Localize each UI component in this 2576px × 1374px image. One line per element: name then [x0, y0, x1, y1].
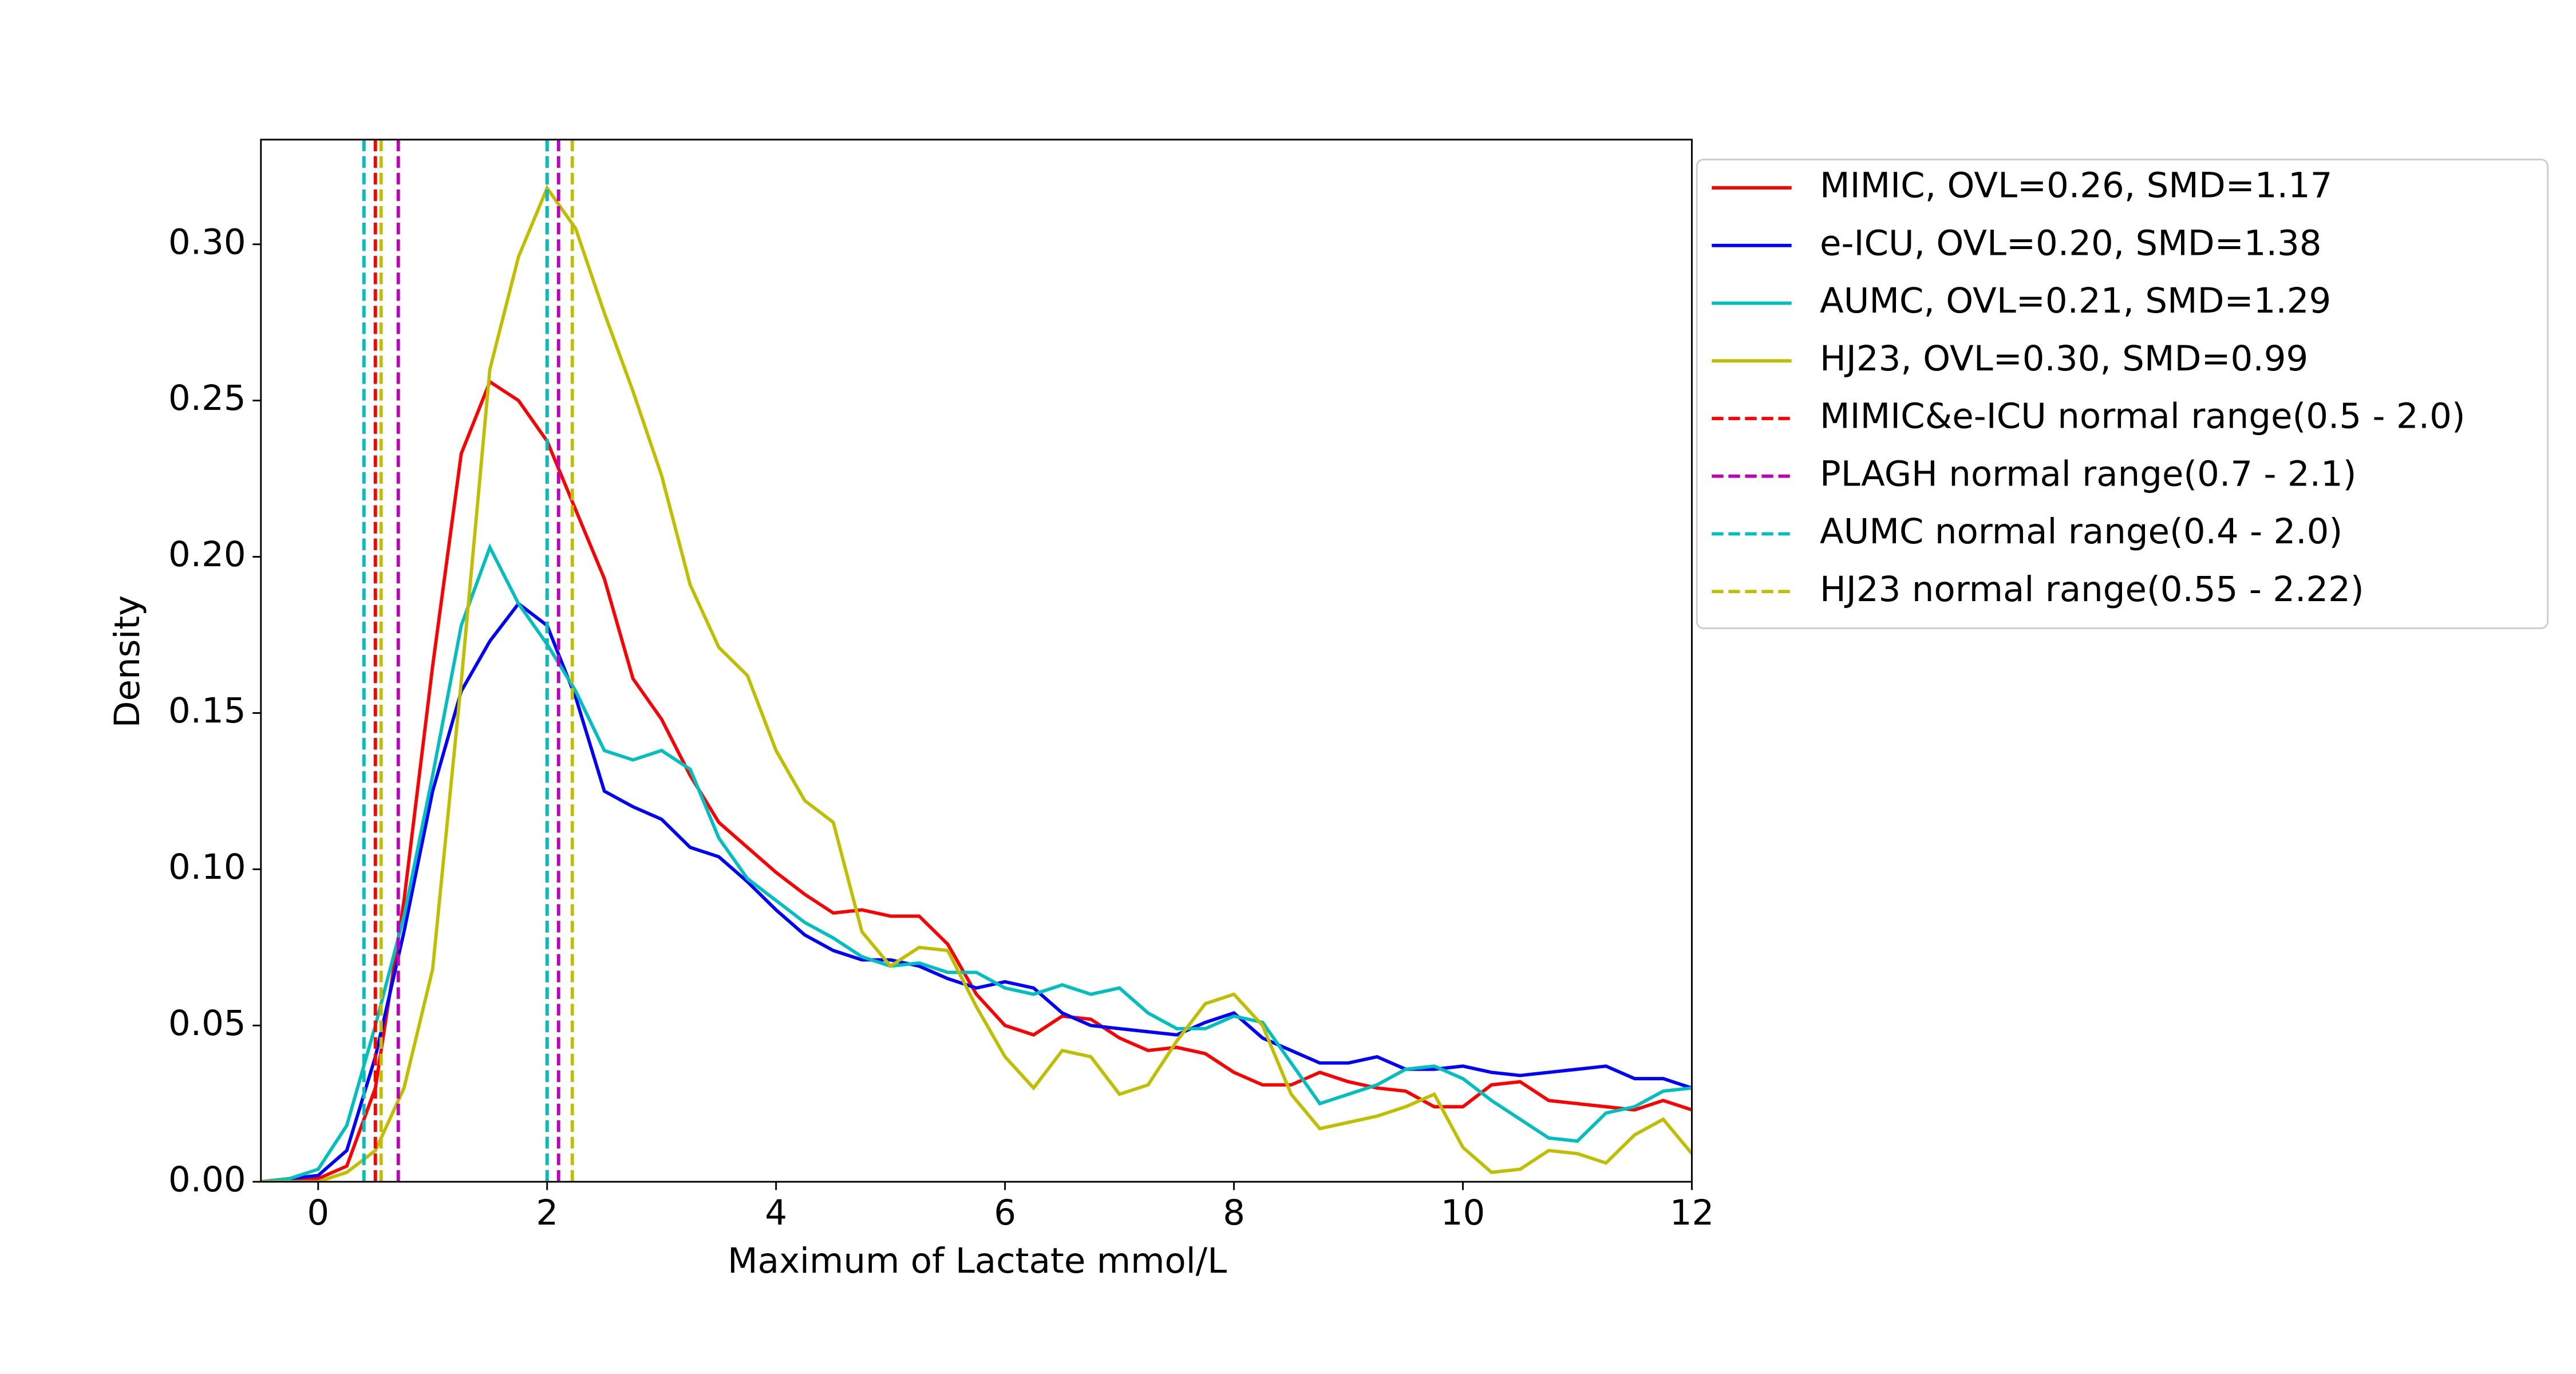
x-tick-label: 2 [536, 1193, 558, 1233]
line-series [260, 184, 1692, 1182]
y-tick-label: 0.05 [168, 1003, 246, 1044]
x-tick-label: 12 [1670, 1193, 1714, 1233]
x-tick-label: 4 [765, 1193, 787, 1233]
y-tick-label: 0.20 [168, 534, 246, 575]
x-tick-label: 8 [1223, 1193, 1245, 1233]
axes-frame [260, 139, 1693, 1183]
line-series [260, 543, 1692, 1182]
legend-label: HJ23, OVL=0.30, SMD=0.99 [1820, 338, 2308, 379]
legend-label: HJ23 normal range(0.55 - 2.22) [1820, 569, 2364, 610]
legend-box [1696, 159, 2549, 629]
y-tick-label: 0.10 [168, 847, 246, 887]
line-series [260, 379, 1692, 1182]
y-tick-label: 0.30 [168, 222, 246, 262]
x-tick-label: 0 [307, 1193, 329, 1233]
legend-label: MIMIC&e-ICU normal range(0.5 - 2.0) [1820, 396, 2466, 437]
y-axis-label: Density [107, 595, 148, 728]
legend-label: PLAGH normal range(0.7 - 2.1) [1820, 453, 2357, 494]
legend-label: AUMC normal range(0.4 - 2.0) [1820, 511, 2342, 552]
legend: MIMIC, OVL=0.26, SMD=1.17 e-ICU, OVL=0.20… [1712, 165, 2466, 610]
plot-area [260, 139, 1692, 1182]
x-axis-label: Maximum of Lactate mmol/L [728, 1241, 1227, 1281]
x-tick-label: 10 [1441, 1193, 1485, 1233]
y-tick-label: 0.25 [168, 378, 246, 418]
legend-label: MIMIC, OVL=0.26, SMD=1.17 [1820, 165, 2333, 206]
legend-label: AUMC, OVL=0.21, SMD=1.29 [1820, 281, 2331, 321]
legend-label: e-ICU, OVL=0.20, SMD=1.38 [1820, 223, 2322, 263]
line-series [260, 601, 1692, 1182]
x-tick-label: 6 [994, 1193, 1016, 1233]
y-tick-label: 0.15 [168, 690, 246, 731]
y-tick-label: 0.00 [168, 1159, 246, 1200]
